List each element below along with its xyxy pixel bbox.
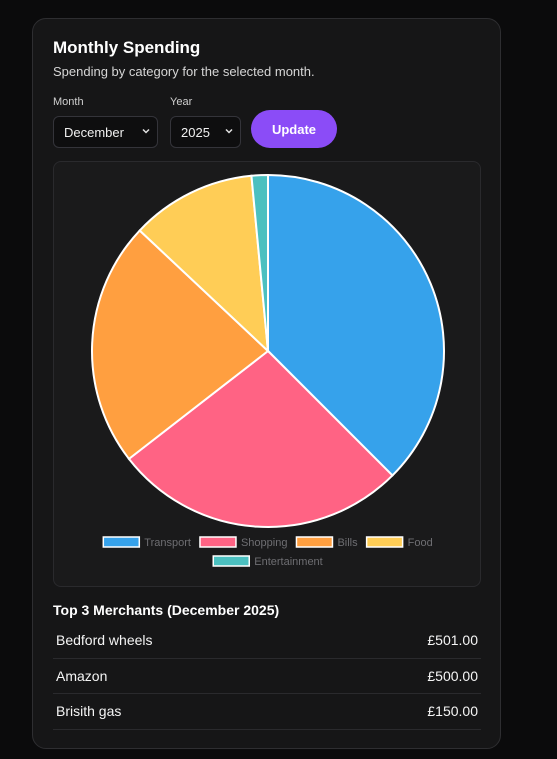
- legend-label-transport[interactable]: Transport: [144, 537, 191, 549]
- legend-label-entertainment[interactable]: Entertainment: [254, 556, 322, 568]
- merchant-amount: £501.00: [427, 632, 478, 649]
- monthly-spending-card: Monthly Spending Spending by category fo…: [32, 18, 501, 749]
- update-button[interactable]: Update: [251, 110, 337, 148]
- legend-swatch-shopping[interactable]: [199, 536, 237, 548]
- legend-swatch-entertainment[interactable]: [212, 555, 251, 567]
- merchant-name: Brisith gas: [56, 703, 122, 720]
- legend-swatch-bills[interactable]: [295, 536, 334, 548]
- spending-pie-chart: Transport Shopping Bills Food Entertainment: [53, 161, 481, 587]
- pie-chart-svg: Transport Shopping Bills Food Entertainment: [91, 173, 445, 568]
- pie-slice-transport[interactable]: [267, 173, 445, 477]
- year-select-value: 2025: [181, 124, 210, 140]
- merchant-row: Amazon £500.00: [53, 659, 481, 694]
- card-title: Monthly Spending: [53, 38, 201, 57]
- pie-slice-entertainment[interactable]: [250, 173, 269, 352]
- legend-swatch-transport[interactable]: [102, 536, 141, 548]
- year-select[interactable]: 2025: [170, 116, 241, 148]
- merchant-name: Amazon: [56, 667, 108, 684]
- legend-label-shopping[interactable]: Shopping: [241, 537, 288, 549]
- merchant-amount: £150.00: [427, 703, 478, 720]
- legend-label-food[interactable]: Food: [408, 537, 433, 549]
- merchant-amount: £500.00: [427, 667, 478, 684]
- merchants-table: Bedford wheels £501.00 Amazon £500.00 Brisit…: [53, 623, 481, 730]
- merchant-row: Bedford wheels £501.00: [53, 623, 481, 659]
- year-label: Year: [170, 96, 193, 108]
- pie-slice-food[interactable]: [138, 174, 270, 354]
- pie-slice-shopping[interactable]: [127, 349, 394, 528]
- pie-slice-bills[interactable]: [91, 229, 270, 461]
- month-label: Month: [53, 96, 84, 108]
- merchants-title: Top 3 Merchants (December 2025): [53, 602, 280, 618]
- month-select-value: December: [64, 124, 124, 140]
- merchant-name: Bedford wheels: [56, 632, 153, 649]
- card-subtitle: Spending by category for the selected mo…: [53, 64, 315, 79]
- chevron-down-icon: [142, 128, 150, 134]
- merchant-row: Brisith gas £150.00: [53, 694, 481, 730]
- month-select[interactable]: December: [53, 116, 158, 148]
- legend-label-bills[interactable]: Bills: [337, 537, 358, 549]
- chevron-down-icon: [225, 128, 233, 134]
- legend-swatch-food[interactable]: [365, 536, 404, 548]
